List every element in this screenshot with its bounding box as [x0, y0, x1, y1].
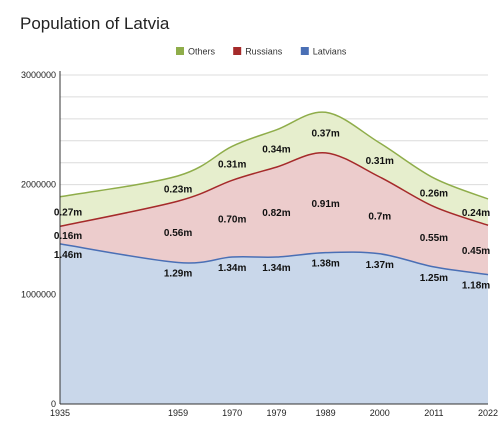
latvians-data-label: 1.38m: [311, 259, 339, 270]
legend-swatch-russians: [233, 47, 242, 55]
others-data-label: 0.31m: [218, 159, 246, 170]
russians-data-label: 0.82m: [262, 208, 290, 219]
russians-data-label: 0.16m: [54, 231, 82, 242]
russians-data-label: 0.45m: [462, 246, 490, 257]
latvians-line: [59, 243, 489, 276]
latvians-data-label: 1.34m: [262, 263, 290, 274]
x-tick-label: 1935: [50, 408, 70, 418]
x-tick-label: 1970: [222, 408, 242, 418]
legend-label-latvians: Latvians: [313, 47, 347, 57]
y-tick-label: 1000000: [21, 289, 56, 299]
latvians-data-label: 1.46m: [54, 250, 82, 261]
others-data-label: 0.27m: [54, 208, 82, 219]
others-data-label: 0.23m: [164, 185, 192, 196]
x-tick-label: 2011: [424, 408, 443, 418]
x-tick-label: 2022: [478, 408, 498, 418]
others-line: [59, 111, 489, 200]
y-tick-label: 0: [51, 399, 56, 409]
russians-line: [59, 152, 489, 228]
legend-swatch-others: [176, 47, 184, 55]
russians-data-label: 0.55m: [420, 233, 448, 244]
russians-data-label: 0.70m: [218, 215, 246, 226]
others-data-label: 0.34m: [262, 144, 290, 155]
chart-title: Population of Latvia: [20, 14, 170, 33]
latvians-data-label: 1.18m: [462, 281, 490, 292]
russians-data-label: 0.91m: [311, 199, 339, 210]
russians-data-label: 0.7m: [368, 211, 391, 222]
x-tick-label: 1989: [316, 408, 336, 418]
others-data-label: 0.37m: [311, 129, 339, 140]
latvians-data-label: 1.37m: [366, 260, 394, 271]
legend-label-russians: Russians: [245, 47, 283, 57]
y-tick-label: 3000000: [21, 70, 56, 80]
legend-swatch-latvians: [300, 47, 309, 55]
latvians-data-label: 1.25m: [420, 273, 448, 284]
others-data-label: 0.24m: [462, 208, 490, 219]
x-tick-label: 1959: [168, 408, 188, 418]
y-tick-label: 2000000: [21, 180, 56, 190]
latvians-area: [60, 243, 488, 404]
x-tick-label: 2000: [370, 408, 390, 418]
russians-data-label: 0.56m: [164, 228, 192, 239]
x-tick-label: 1979: [266, 408, 286, 418]
latvians-data-label: 1.29m: [164, 269, 192, 280]
others-data-label: 0.26m: [420, 188, 448, 199]
legend-label-others: Others: [188, 47, 216, 57]
latvians-data-label: 1.34m: [218, 263, 246, 274]
others-data-label: 0.31m: [366, 156, 394, 167]
